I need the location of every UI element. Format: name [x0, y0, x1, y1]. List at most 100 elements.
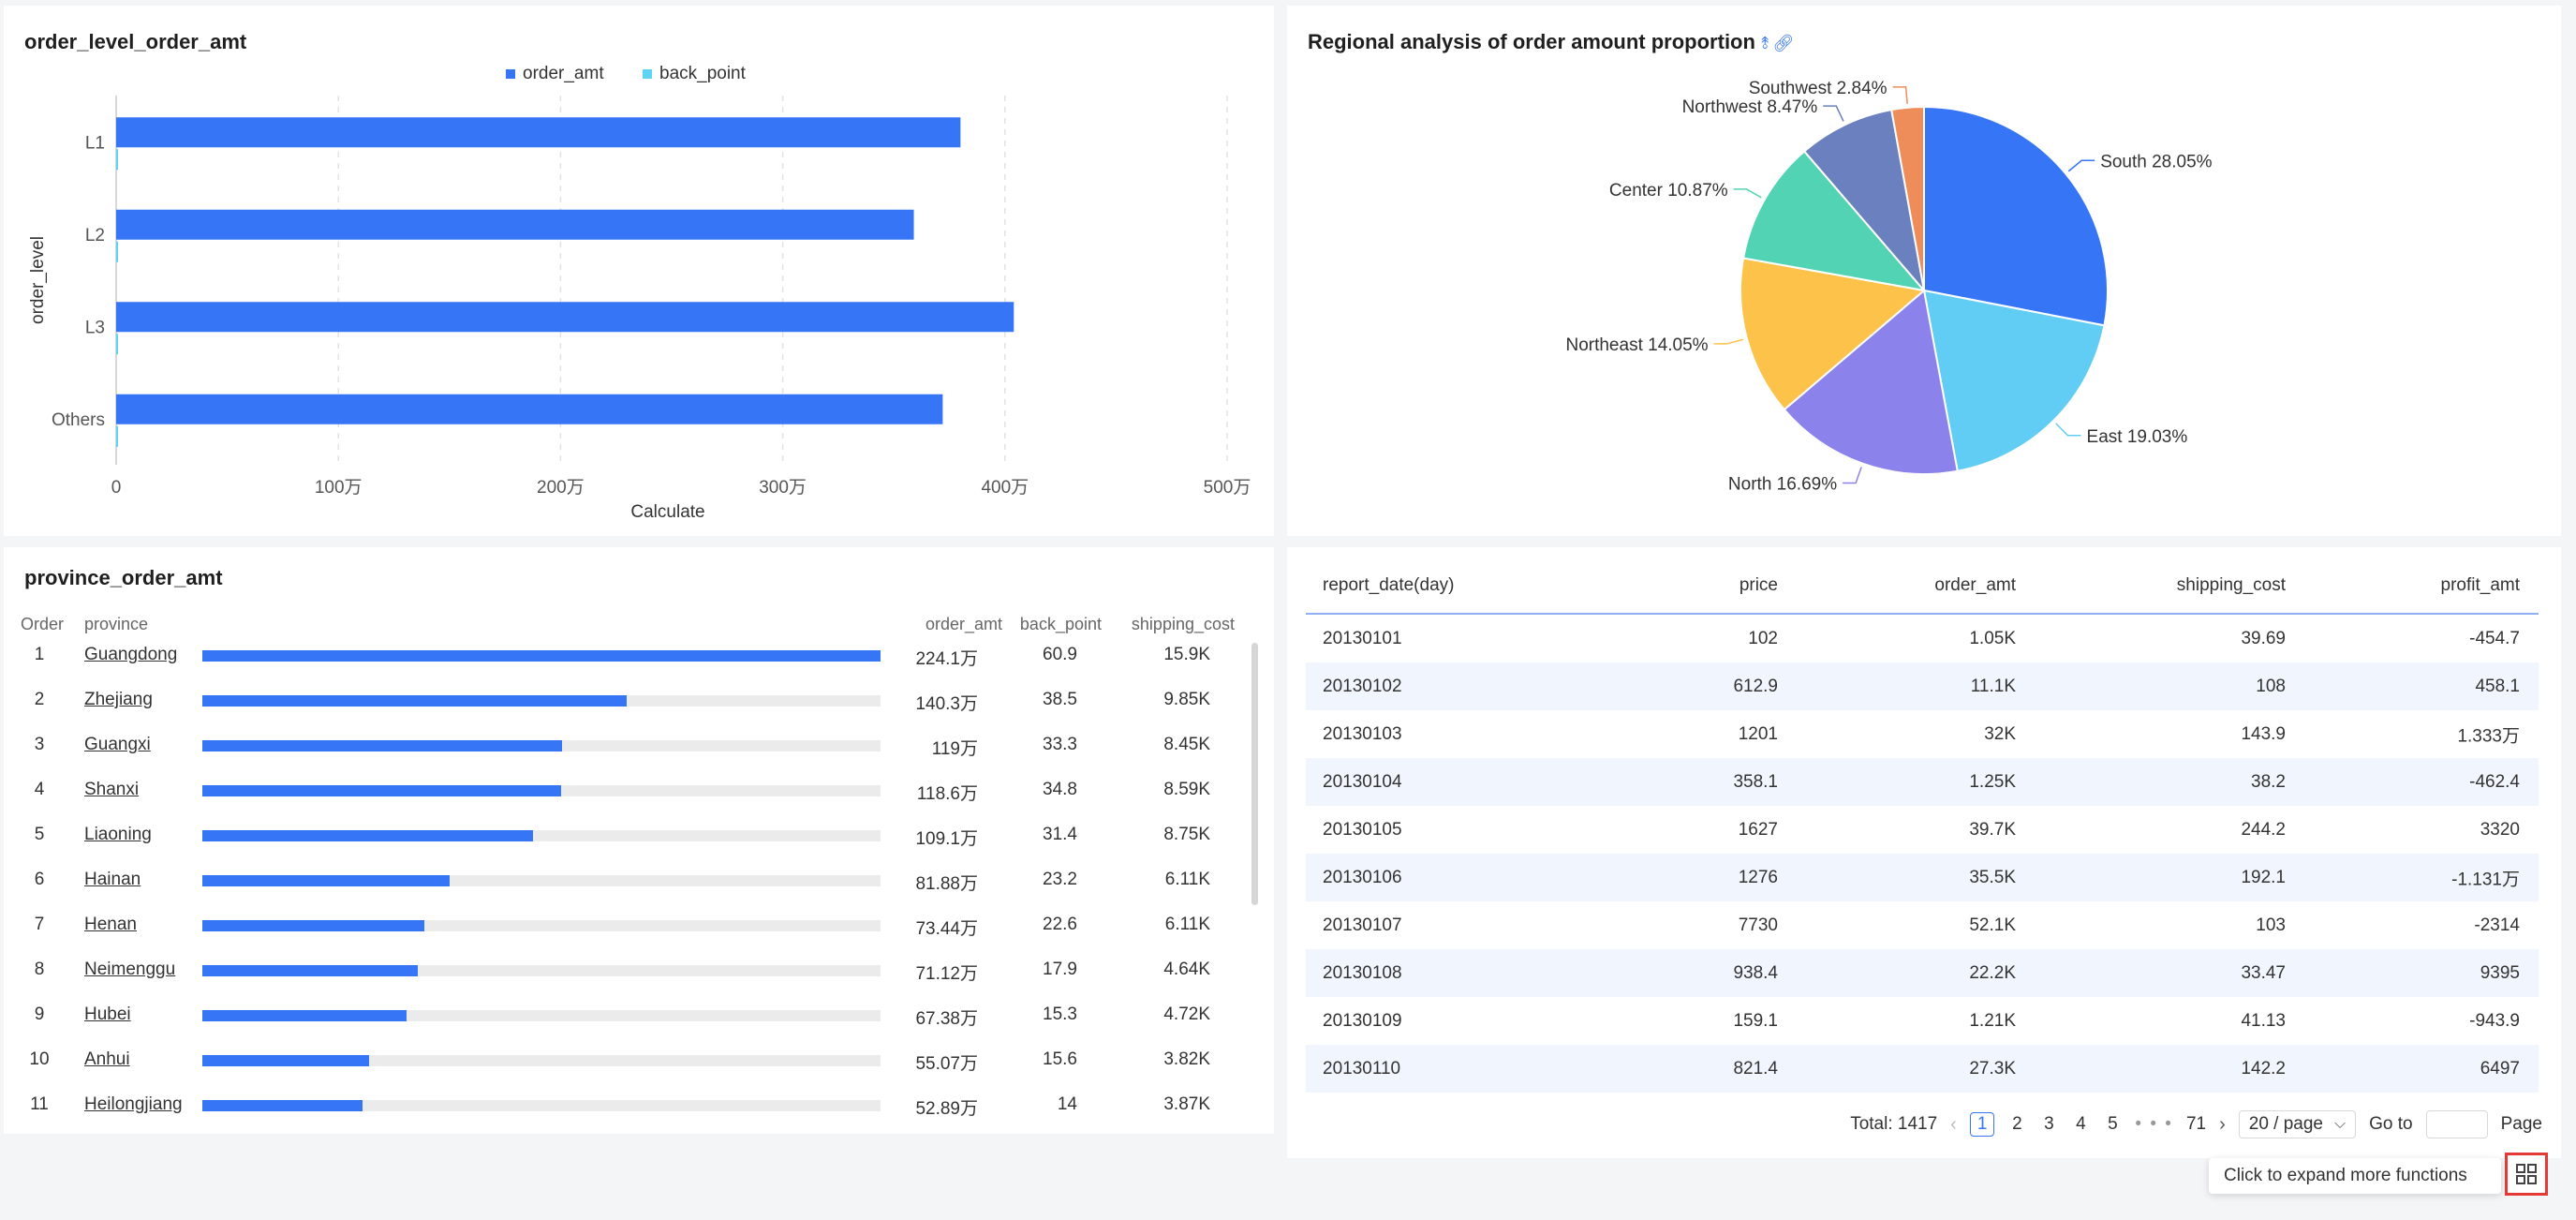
goto-page-input[interactable] — [2425, 1110, 2488, 1138]
bar-back-point — [116, 425, 118, 447]
y-axis-label: order_level — [28, 236, 48, 324]
province-order: 8 — [34, 960, 45, 979]
y-tick-label: L3 — [85, 318, 105, 337]
table-cell: 39.7K — [1969, 819, 2016, 840]
pie-label-line — [1713, 338, 1744, 345]
prev-page-icon[interactable]: ‹ — [1950, 1113, 1957, 1135]
page-3[interactable]: 3 — [2044, 1114, 2054, 1134]
bar-order-amt — [116, 209, 914, 240]
th-order-amt[interactable]: order_amt — [1934, 575, 2016, 595]
link-icon[interactable]: 🔗︎ — [1772, 34, 1795, 52]
th-shipping-cost[interactable]: shipping_cost — [2176, 575, 2286, 595]
province-order-amt: 55.07万 — [915, 1054, 978, 1074]
table-cell: -2314 — [2474, 915, 2520, 935]
province-name-link[interactable]: Shanxi — [84, 780, 140, 799]
page-5[interactable]: 5 — [2108, 1114, 2118, 1134]
col-header-shipping-cost: shipping_cost — [1131, 615, 1235, 633]
province-name-link[interactable]: Liaoning — [84, 825, 152, 844]
x-axis-label: Calculate — [630, 502, 704, 522]
page-1[interactable]: 1 — [1969, 1112, 1995, 1137]
page-size-select[interactable]: 20 / page ⌵ — [2238, 1110, 2357, 1138]
pie-label: South 28.05% — [2100, 152, 2212, 171]
province-shipping-cost: 8.45K — [1163, 735, 1210, 754]
province-scrollbar[interactable] — [1251, 643, 1258, 905]
y-tick-label: L1 — [85, 133, 105, 153]
province-order-amt: 71.12万 — [915, 964, 978, 984]
drill-icon[interactable]: ⥉ — [1760, 34, 1769, 52]
province-row: 3 Guangxi 119万 33.3 8.45K — [4, 723, 1250, 768]
province-order-amt: 119万 — [931, 739, 978, 759]
table-cell: -462.4 — [2469, 771, 2520, 792]
province-shipping-cost: 9.85K — [1163, 690, 1210, 709]
bar-order-amt — [116, 117, 961, 148]
th-report-date[interactable]: report_date(day) — [1323, 575, 1455, 595]
chevron-down-icon: ⌵ — [2334, 1116, 2347, 1132]
th-price[interactable]: price — [1739, 575, 1778, 595]
pie-label: Northeast 14.05% — [1565, 335, 1708, 355]
province-name-link[interactable]: Zhejiang — [84, 690, 153, 709]
table-cell: 192.1 — [2241, 867, 2286, 887]
pie-slice — [1923, 105, 2109, 327]
page-last[interactable]: 71 — [2185, 1114, 2207, 1134]
province-order: 10 — [29, 1049, 50, 1069]
table-cell: 1201 — [1738, 723, 1778, 744]
bar-back-point — [116, 149, 118, 171]
province-back-point: 38.5 — [1043, 690, 1077, 709]
page-ellipsis[interactable]: • • • — [2135, 1114, 2173, 1134]
pie-panel-title: Regional analysis of order amount propor… — [1308, 30, 1794, 54]
province-bar-track — [202, 920, 881, 931]
province-bar-fill — [202, 965, 418, 976]
province-name-link[interactable]: Anhui — [84, 1049, 130, 1069]
province-back-point: 60.9 — [1043, 645, 1077, 664]
table-cell: 102 — [1748, 628, 1778, 648]
province-name-link[interactable]: Henan — [84, 915, 137, 934]
province-row: 8 Neimenggu 71.12万 17.9 4.64K — [4, 948, 1250, 993]
table-cell: -454.7 — [2469, 628, 2520, 648]
bar-back-point — [116, 241, 118, 262]
province-bar-fill — [202, 875, 451, 886]
page-2[interactable]: 2 — [2012, 1114, 2022, 1134]
pie-slice — [1741, 150, 1927, 292]
table-cell: 39.69 — [2241, 628, 2286, 648]
next-page-icon[interactable]: › — [2219, 1113, 2226, 1135]
province-name-link[interactable]: Neimenggu — [84, 960, 176, 979]
province-name-link[interactable]: Guangxi — [84, 735, 151, 754]
region-pie-chart[interactable]: South 28.05% East 19.03% North 16.69% North… — [1287, 6, 2561, 536]
bar-order-amt — [116, 394, 943, 424]
page-4[interactable]: 4 — [2076, 1114, 2086, 1134]
col-header-province: province — [84, 615, 149, 633]
table-body: 20130101 102 1.05K 39.69 -454.7 20130102 612.9… — [1306, 615, 2539, 1093]
province-name-link[interactable]: Hainan — [84, 870, 141, 889]
order-level-bar-chart[interactable]: order_amt back_point 0 100万 200万 300万 400万 500万… — [4, 6, 1274, 536]
province-row: 4 Shanxi 118.6万 34.8 8.59K — [4, 768, 1250, 813]
expand-functions-button[interactable] — [2505, 1153, 2548, 1196]
th-profit-amt[interactable]: profit_amt — [2440, 575, 2520, 595]
province-name-link[interactable]: Guangdong — [84, 645, 178, 664]
province-shipping-cost: 4.64K — [1163, 960, 1210, 979]
col-header-back-point: back_point — [1019, 615, 1102, 633]
province-bar-track — [202, 1100, 881, 1111]
table-cell: 35.5K — [1969, 867, 2016, 887]
pie-label: East 19.03% — [2087, 427, 2188, 447]
table-cell: 1.21K — [1969, 1010, 2016, 1031]
province-row: 10 Anhui 55.07万 15.6 3.82K — [4, 1038, 1250, 1083]
province-order-amt: 73.44万 — [915, 919, 978, 939]
province-name-link[interactable]: Heilongjiang — [84, 1094, 183, 1114]
province-name-link[interactable]: Hubei — [84, 1004, 131, 1024]
province-bar-track — [202, 1010, 881, 1021]
pie-label-line — [1823, 105, 1844, 122]
province-shipping-cost: 6.11K — [1164, 870, 1210, 889]
province-bar-track — [202, 830, 881, 841]
table-cell: 244.2 — [2241, 819, 2286, 840]
province-bar-fill — [202, 1100, 363, 1111]
province-order-amt: 52.89万 — [915, 1099, 978, 1119]
province-bar-fill — [202, 740, 563, 751]
pie-label: North 16.69% — [1728, 474, 1837, 494]
pie-slice — [1740, 257, 1927, 411]
bar-panel-title: order_level_order_amt — [24, 30, 247, 53]
table-cell: 938.4 — [1733, 962, 1778, 983]
table-cell: 143.9 — [2241, 723, 2286, 744]
table-cell: 9395 — [2480, 962, 2520, 983]
table-cell: 1.333万 — [2457, 726, 2520, 746]
region-pie-panel: Regional analysis of order amount propor… — [1287, 6, 2561, 536]
